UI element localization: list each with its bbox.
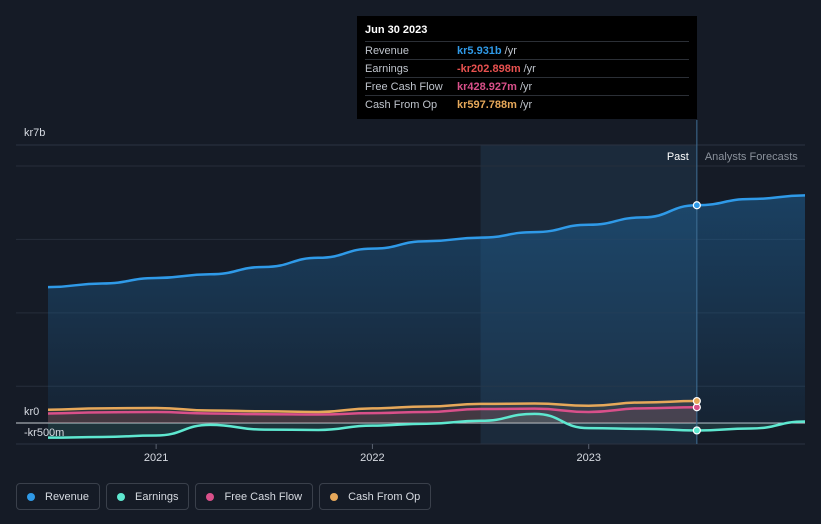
x-tick-label: 2022 bbox=[360, 452, 384, 464]
legend-label: Earnings bbox=[135, 490, 179, 503]
tooltip-row-revenue: Revenue kr5.931b /yr bbox=[365, 41, 689, 59]
y-axis-label-bottom: -kr500m bbox=[24, 427, 64, 439]
past-label: Past bbox=[667, 151, 689, 163]
tooltip-value: kr5.931b bbox=[457, 44, 502, 57]
tooltip-label: Free Cash Flow bbox=[365, 80, 443, 93]
series-end-markers bbox=[692, 201, 701, 435]
tooltip-unit: /yr bbox=[504, 44, 517, 57]
legend-dot bbox=[117, 492, 126, 501]
legend-dot bbox=[330, 492, 339, 501]
revenue-forecast-line bbox=[696, 194, 806, 207]
legend: Revenue Earnings Free Cash Flow Cash Fro… bbox=[16, 483, 432, 510]
cash-from-op-marker bbox=[692, 396, 701, 406]
legend-item-earnings[interactable]: Earnings bbox=[106, 483, 190, 510]
series-lines bbox=[47, 194, 806, 439]
legend-dot bbox=[206, 492, 215, 501]
tooltip-unit: /yr bbox=[523, 62, 536, 75]
tooltip-value: -kr202.898m bbox=[457, 62, 521, 75]
free-cash-flow-line bbox=[47, 406, 697, 416]
x-axis-ticks: 2021 2022 2023 bbox=[144, 444, 601, 464]
revenue-line bbox=[47, 203, 697, 289]
free-cash-flow-area bbox=[48, 407, 697, 423]
x-tick-label: 2023 bbox=[576, 452, 600, 464]
legend-label: Revenue bbox=[45, 490, 90, 503]
tooltip-row-cash-from-op: Cash From Op kr597.788m /yr bbox=[365, 95, 689, 113]
y-axis-label-zero: kr0 bbox=[24, 406, 39, 418]
tooltip-label: Earnings bbox=[365, 62, 409, 75]
forecast-label: Analysts Forecasts bbox=[705, 151, 798, 163]
x-tick-label: 2021 bbox=[144, 452, 168, 464]
revenue-area bbox=[48, 195, 805, 423]
tooltip-label: Revenue bbox=[365, 44, 410, 57]
tooltip-value: kr428.927m bbox=[457, 80, 517, 93]
legend-label: Cash From Op bbox=[348, 490, 421, 503]
legend-item-free-cash-flow[interactable]: Free Cash Flow bbox=[195, 483, 314, 510]
legend-item-cash-from-op[interactable]: Cash From Op bbox=[319, 483, 432, 510]
earnings-line bbox=[47, 412, 697, 439]
tooltip: Jun 30 2023 Revenue kr5.931b /yr Earning… bbox=[357, 16, 697, 119]
cash-from-op-line bbox=[47, 399, 697, 414]
tooltip-row-free-cash-flow: Free Cash Flow kr428.927m /yr bbox=[365, 77, 689, 95]
tooltip-value: kr597.788m bbox=[457, 98, 517, 111]
legend-label: Free Cash Flow bbox=[224, 490, 303, 503]
tooltip-row-earnings: Earnings -kr202.898m /yr bbox=[365, 59, 689, 77]
earnings-marker bbox=[692, 426, 701, 435]
revenue-marker bbox=[692, 201, 701, 210]
earnings-forecast-line bbox=[696, 420, 806, 432]
legend-dot bbox=[27, 492, 35, 501]
tooltip-date: Jun 30 2023 bbox=[365, 24, 428, 36]
tooltip-unit: /yr bbox=[519, 98, 533, 111]
legend-item-revenue[interactable]: Revenue bbox=[16, 483, 101, 510]
y-axis-label-top: kr7b bbox=[24, 127, 45, 139]
tooltip-label: Cash From Op bbox=[365, 98, 438, 111]
tooltip-unit: /yr bbox=[519, 80, 533, 93]
